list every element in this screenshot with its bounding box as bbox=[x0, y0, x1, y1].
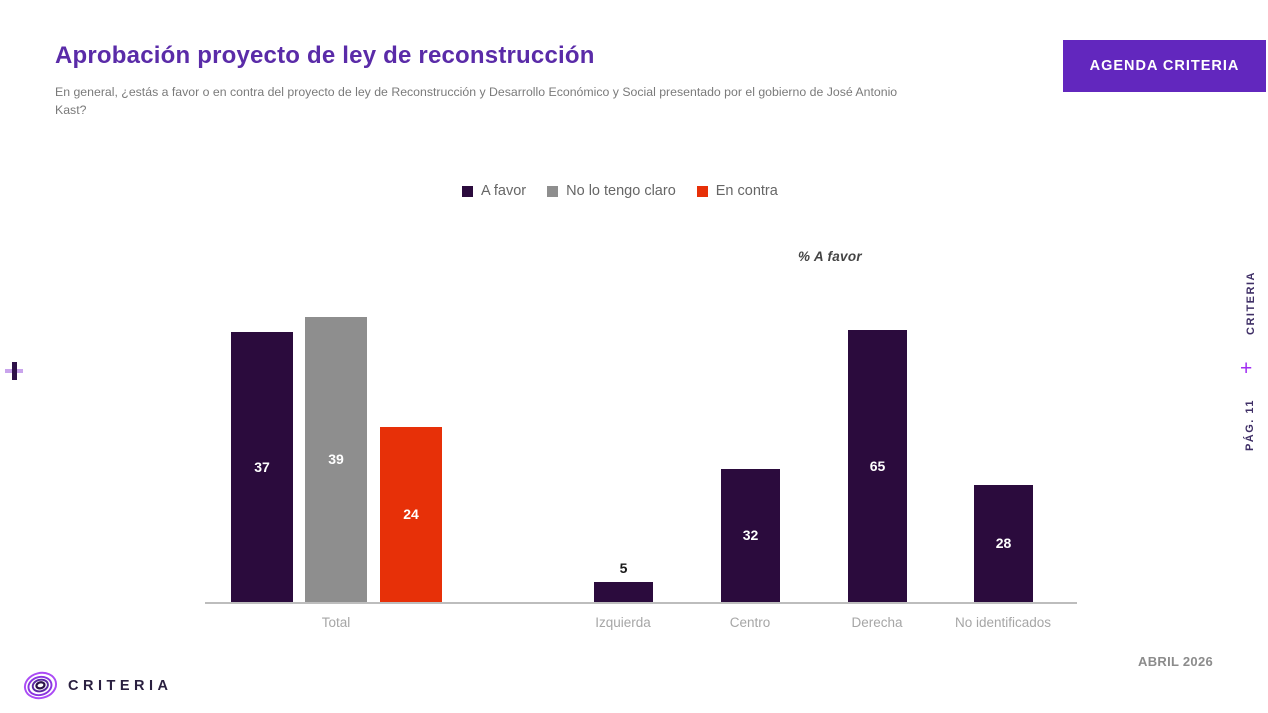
criteria-logo-mark-icon bbox=[23, 671, 58, 700]
bar-value-label-izquierda: 5 bbox=[619, 560, 628, 576]
legend-swatch-en-contra-icon bbox=[696, 185, 708, 197]
vertical-page-number-label: PÁG. 11 bbox=[1244, 398, 1256, 452]
bar-a-favor-por-identificacion-politica-izquierda bbox=[594, 582, 653, 603]
bar-total-no-lo-tengo-claro bbox=[305, 317, 367, 603]
legend-item-a-favor: A favor bbox=[462, 183, 526, 199]
left-rail-plus-icon bbox=[5, 362, 23, 380]
bar-value-label-derecha: 65 bbox=[869, 458, 886, 474]
category-label-no-identificados: No identificados bbox=[954, 615, 1052, 630]
bar-total-a-favor bbox=[231, 332, 293, 603]
category-label-derecha: Derecha bbox=[851, 615, 903, 630]
x-axis-line bbox=[205, 602, 1077, 604]
right-chart-title: % A favor bbox=[798, 249, 862, 264]
page-title: Aprobación proyecto de ley de reconstruc… bbox=[55, 42, 595, 69]
category-label-izquierda: Izquierda bbox=[595, 615, 651, 630]
category-label-total: Total bbox=[321, 615, 351, 630]
legend-label: A favor bbox=[481, 183, 527, 199]
bar-value-label-centro: 32 bbox=[742, 527, 759, 543]
bar-a-favor-por-identificacion-politica-no-identificados bbox=[974, 485, 1033, 603]
chart-legend: A favor No lo tengo claro En contra bbox=[462, 183, 778, 199]
bar-value-label-no-identificados: 28 bbox=[995, 535, 1012, 551]
vertical-brand-text: CRITERIA bbox=[1245, 271, 1257, 335]
date-label: ABRIL 2026 bbox=[1138, 654, 1214, 669]
bar-total-en-contra bbox=[380, 427, 442, 603]
legend-item-no-lo-tengo-claro: No lo tengo claro bbox=[547, 183, 676, 199]
bar-a-favor-por-identificacion-politica-centro bbox=[721, 469, 780, 603]
bar-value-label-en-contra: 24 bbox=[403, 506, 419, 522]
right-rail-plus-icon: + bbox=[1240, 357, 1253, 380]
bar-value-label-no-lo-tengo-claro: 39 bbox=[328, 451, 344, 467]
legend-swatch-a-favor-icon bbox=[462, 185, 473, 197]
legend-swatch-no-lo-tengo-claro-icon bbox=[547, 185, 559, 197]
legend-item-en-contra: En contra bbox=[696, 183, 778, 199]
legend-label: No lo tengo claro bbox=[566, 183, 676, 199]
bar-a-favor-por-identificacion-politica-derecha bbox=[848, 330, 907, 603]
page-subtitle: En general, ¿estás a favor o en contra d… bbox=[55, 85, 898, 117]
category-label-centro: Centro bbox=[729, 615, 771, 630]
agenda-criteria-button[interactable]: AGENDA CRITERIA bbox=[1063, 40, 1266, 92]
bar-value-label-a-favor: 37 bbox=[254, 459, 270, 475]
criteria-logo-text: CRITERIA bbox=[68, 677, 173, 694]
criteria-logo: CRITERIA bbox=[22, 667, 172, 704]
legend-label: En contra bbox=[715, 183, 778, 199]
